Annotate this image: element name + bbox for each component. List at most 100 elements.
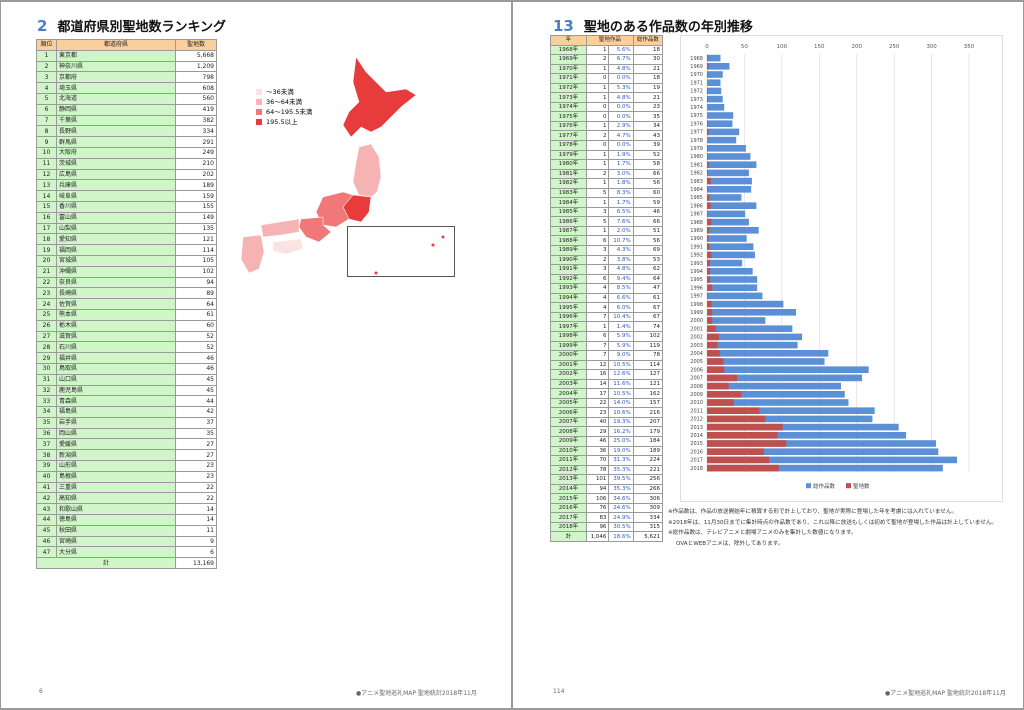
bar-sacred-count (707, 366, 725, 373)
table-row: 47 大分県 6 (36, 546, 217, 559)
bar-sacred-count (707, 333, 719, 341)
prefecture: 大阪府 (56, 146, 176, 159)
sacred-pct: 39.5% (608, 474, 634, 485)
sacred-pct: 5.9% (608, 330, 634, 342)
bar-total-works (707, 227, 759, 234)
rank: 8 (36, 125, 57, 138)
total-label: 計 (36, 557, 176, 570)
prefecture: 大分県 (56, 546, 176, 559)
sacred-pct: 10.5% (608, 359, 634, 371)
y-tick-label: 2000 (690, 318, 703, 324)
y-tick-label: 2010 (690, 400, 703, 406)
bar-total-works (707, 448, 939, 455)
table-row: 44 徳島県 14 (36, 514, 217, 526)
sacred-pct: 10.5% (608, 388, 634, 399)
bar-total-works (707, 341, 798, 349)
count: 419 (175, 103, 217, 116)
header-prefecture: 都道府県 (56, 39, 176, 51)
sacred-works: 1 (585, 63, 610, 75)
count: 45 (175, 373, 217, 386)
total-works: 56 (632, 178, 664, 189)
header-year: 年 (550, 35, 587, 46)
okinawa-inset (347, 226, 455, 277)
table-row: 25 熊本県 61 (36, 308, 217, 321)
sacred-works: 0 (585, 101, 610, 113)
sacred-works: 0 (585, 140, 610, 151)
sacred-works: 76 (585, 502, 610, 514)
bar-total-works (707, 63, 730, 70)
bar-total-works (707, 456, 958, 464)
y-tick-label: 1986 (690, 203, 703, 209)
note: ※2018年は、11月30日までに集計時点の作品数であり、これ以降に放送もしくは… (668, 519, 998, 526)
table-row: 28 石川県 52 (36, 341, 217, 354)
total-works: 67 (632, 311, 664, 323)
bar-total-works (707, 145, 746, 152)
prefecture: 神奈川県 (56, 60, 176, 73)
count: 121 (175, 233, 217, 246)
total-works: 162 (632, 388, 664, 399)
rank: 36 (36, 427, 57, 440)
total-works: 119 (632, 340, 664, 352)
y-tick-label: 2011 (690, 408, 703, 414)
total-works: 18 (632, 73, 664, 84)
table-row: 1990年 2 3.8% 53 (550, 254, 664, 266)
y-tick-label: 1998 (690, 302, 703, 308)
year: 1991年 (550, 264, 587, 275)
total-works: 51 (632, 225, 664, 237)
total-works: 59 (632, 197, 664, 208)
bar-total-works (707, 432, 907, 439)
sacred-works: 5 (585, 216, 610, 227)
year: 1989年 (550, 245, 587, 256)
table-row: 2008年 29 16.2% 179 (550, 426, 664, 437)
sacred-works: 1 (585, 92, 610, 103)
bar-sacred-count (707, 63, 709, 70)
chubu (315, 191, 354, 228)
yearly-works-table: 年 聖地作品 総作品数 1968年 1 5.6% 18 1969年 2 6.7% 30 1970… (550, 35, 664, 542)
prefecture: 沖縄県 (56, 265, 176, 278)
table-row: 24 佐賀県 64 (36, 298, 217, 310)
legend-item: 36～64未満 (256, 97, 312, 107)
sacred-works: 3 (585, 245, 610, 256)
y-tick-label: 1971 (690, 80, 703, 86)
prefecture: 長野県 (56, 125, 176, 138)
prefecture: 愛媛県 (56, 438, 176, 451)
prefecture: 熊本県 (56, 308, 176, 321)
total-works: 39 (632, 140, 664, 151)
rank: 47 (36, 546, 57, 559)
sacred-works: 0 (585, 73, 610, 84)
total-works: 19 (632, 82, 664, 94)
header-sacred-works: 聖地作品 (586, 35, 634, 46)
bar-sacred-count (707, 432, 778, 439)
total-works: 315 (632, 521, 664, 533)
rank: 31 (36, 373, 57, 386)
count: 52 (175, 341, 217, 354)
rank: 39 (36, 460, 57, 472)
total-works: 66 (632, 216, 664, 227)
year: 1986年 (550, 216, 587, 227)
bar-sacred-count (707, 317, 713, 324)
bar-sacred-count (707, 153, 708, 160)
sacred-pct: 30.5% (608, 521, 634, 533)
total-works: 74 (632, 321, 664, 332)
count: 291 (175, 136, 217, 148)
bar-sacred-count (707, 243, 710, 250)
sacred-pct: 10.7% (608, 235, 634, 247)
prefecture: 栃木県 (56, 319, 176, 332)
sacred-pct: 0.0% (608, 101, 634, 113)
total-works: 256 (632, 474, 664, 485)
bar-sacred-count (707, 407, 760, 414)
bar-sacred-count (707, 358, 724, 365)
year: 1994年 (550, 292, 587, 304)
count: 23 (175, 460, 217, 472)
total-works: 58 (632, 159, 664, 170)
table-row: 2003年 14 11.6% 121 (550, 378, 664, 390)
bar-sacred-count (707, 440, 787, 447)
y-tick-label: 2016 (690, 449, 703, 455)
bar-total-works (707, 87, 722, 95)
rank: 45 (36, 524, 57, 537)
legend-item: 64～195.5未満 (256, 107, 312, 117)
year: 1982年 (550, 178, 587, 189)
rank: 42 (36, 492, 57, 505)
y-tick-label: 1996 (690, 285, 703, 291)
bar-total-works (707, 268, 753, 275)
